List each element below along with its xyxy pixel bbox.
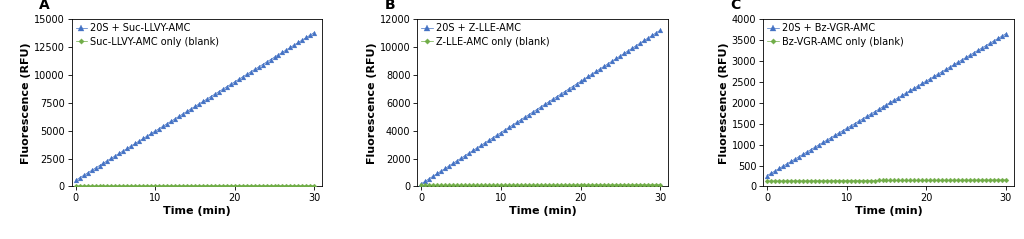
Z-LLE-AMC only (blank) <box>543 184 555 186</box>
20S + Bz-VGR-AMC <box>888 98 900 101</box>
Bz-VGR-AMC only (blank) <box>845 179 857 182</box>
20S + Bz-VGR-AMC <box>761 174 773 177</box>
20S + Suc-LLVY-AMC <box>276 51 289 54</box>
Legend: 20S + Suc-LLVY-AMC, Suc-LLVY-AMC only (blank): 20S + Suc-LLVY-AMC, Suc-LLVY-AMC only (b… <box>75 22 220 48</box>
Suc-LLVY-AMC only (blank) <box>308 184 321 187</box>
Suc-LLVY-AMC only (blank) <box>153 184 165 187</box>
Y-axis label: Fluorescence (RFU): Fluorescence (RFU) <box>367 42 377 163</box>
Suc-LLVY-AMC only (blank) <box>197 184 209 187</box>
20S + Suc-LLVY-AMC <box>213 90 225 93</box>
Z-LLE-AMC only (blank) <box>463 184 475 187</box>
Y-axis label: Fluorescence (RFU): Fluorescence (RFU) <box>22 42 31 163</box>
20S + Bz-VGR-AMC <box>904 89 916 92</box>
Bz-VGR-AMC only (blank) <box>968 179 980 181</box>
Bz-VGR-AMC only (blank) <box>761 179 773 182</box>
Suc-LLVY-AMC only (blank) <box>125 184 137 187</box>
Legend: 20S + Z-LLE-AMC, Z-LLE-AMC only (blank): 20S + Z-LLE-AMC, Z-LLE-AMC only (blank) <box>421 22 551 48</box>
20S + Z-LLE-AMC <box>558 90 570 93</box>
X-axis label: Time (min): Time (min) <box>855 206 923 216</box>
20S + Z-LLE-AMC <box>463 152 475 154</box>
Z-LLE-AMC only (blank) <box>471 184 483 187</box>
Z-LLE-AMC only (blank) <box>499 184 511 187</box>
20S + Suc-LLVY-AMC <box>70 179 82 182</box>
Line: Z-LLE-AMC only (blank): Z-LLE-AMC only (blank) <box>420 183 662 187</box>
Z-LLE-AMC only (blank) <box>654 183 667 186</box>
Line: 20S + Z-LLE-AMC: 20S + Z-LLE-AMC <box>419 28 663 186</box>
20S + Z-LLE-AMC <box>623 49 635 52</box>
Bz-VGR-AMC only (blank) <box>904 179 916 182</box>
20S + Suc-LLVY-AMC <box>117 149 129 152</box>
20S + Z-LLE-AMC <box>416 182 428 185</box>
Text: C: C <box>731 0 741 12</box>
20S + Bz-VGR-AMC <box>999 32 1012 35</box>
20S + Bz-VGR-AMC <box>817 141 829 144</box>
Z-LLE-AMC only (blank) <box>623 183 635 186</box>
Text: A: A <box>39 0 50 12</box>
Line: 20S + Bz-VGR-AMC: 20S + Bz-VGR-AMC <box>765 31 1009 178</box>
20S + Suc-LLVY-AMC <box>197 100 209 103</box>
20S + Z-LLE-AMC <box>471 147 483 149</box>
Legend: 20S + Bz-VGR-AMC, Bz-VGR-AMC only (blank): 20S + Bz-VGR-AMC, Bz-VGR-AMC only (blank… <box>766 22 904 48</box>
Line: 20S + Suc-LLVY-AMC: 20S + Suc-LLVY-AMC <box>74 30 316 183</box>
X-axis label: Time (min): Time (min) <box>509 206 577 216</box>
Suc-LLVY-AMC only (blank) <box>70 185 82 187</box>
Line: Bz-VGR-AMC only (blank): Bz-VGR-AMC only (blank) <box>766 178 1008 183</box>
20S + Bz-VGR-AMC <box>968 51 980 54</box>
20S + Suc-LLVY-AMC <box>153 127 165 130</box>
20S + Z-LLE-AMC <box>654 29 667 32</box>
Line: Suc-LLVY-AMC only (blank): Suc-LLVY-AMC only (blank) <box>74 184 316 188</box>
20S + Bz-VGR-AMC <box>845 125 857 127</box>
20S + Bz-VGR-AMC <box>809 146 821 149</box>
20S + Suc-LLVY-AMC <box>308 31 321 34</box>
20S + Z-LLE-AMC <box>543 100 555 103</box>
Bz-VGR-AMC only (blank) <box>888 179 900 182</box>
Z-LLE-AMC only (blank) <box>558 184 570 186</box>
Suc-LLVY-AMC only (blank) <box>117 184 129 187</box>
Suc-LLVY-AMC only (blank) <box>213 184 225 187</box>
X-axis label: Time (min): Time (min) <box>163 206 230 216</box>
20S + Z-LLE-AMC <box>499 129 511 131</box>
Suc-LLVY-AMC only (blank) <box>276 184 289 187</box>
20S + Suc-LLVY-AMC <box>125 144 137 147</box>
Bz-VGR-AMC only (blank) <box>817 179 829 182</box>
Text: B: B <box>385 0 395 12</box>
Bz-VGR-AMC only (blank) <box>809 179 821 182</box>
Bz-VGR-AMC only (blank) <box>999 179 1012 181</box>
Z-LLE-AMC only (blank) <box>416 184 428 187</box>
Y-axis label: Fluorescence (RFU): Fluorescence (RFU) <box>719 42 729 163</box>
